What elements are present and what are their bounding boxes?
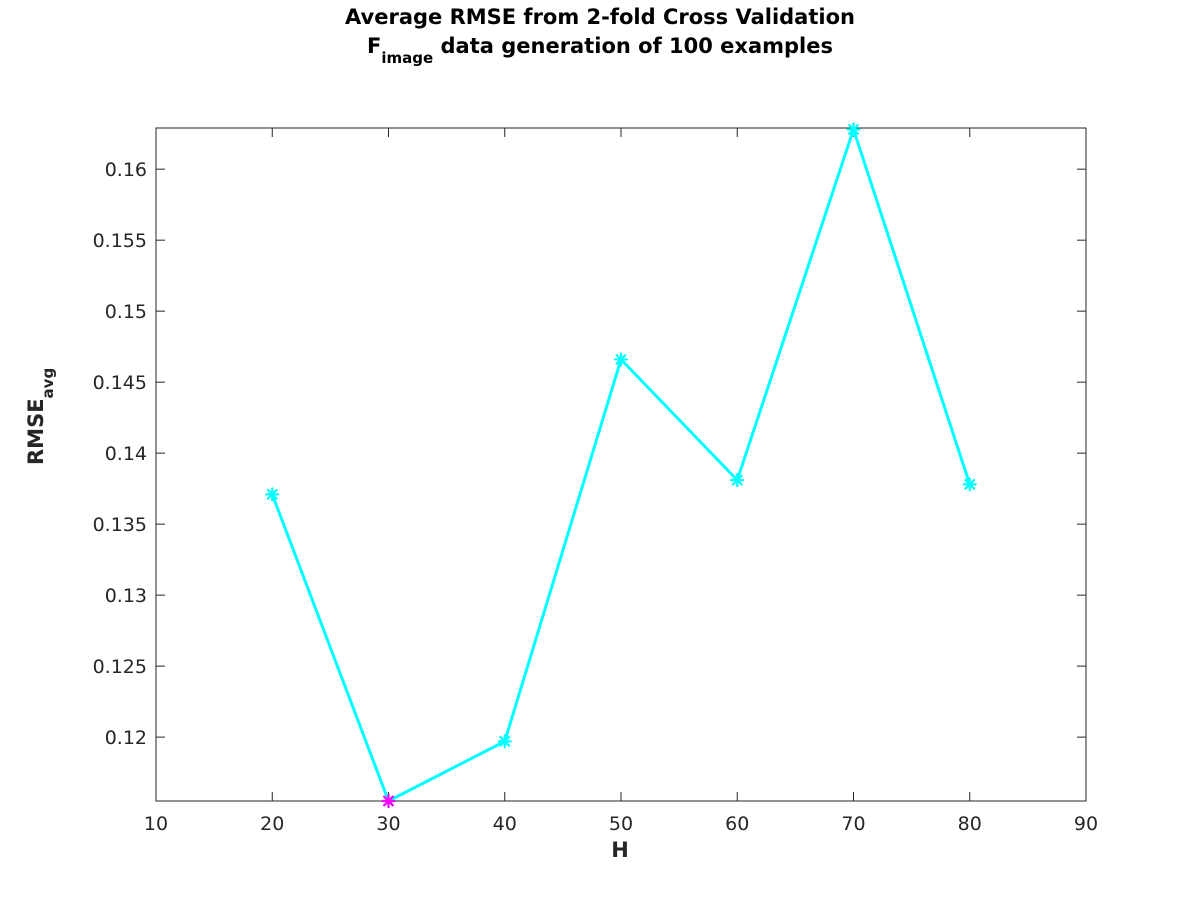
y-tick-label: 0.125 <box>93 656 147 678</box>
data-point <box>962 477 977 492</box>
y-tick-label: 0.145 <box>93 372 147 394</box>
data-point <box>497 734 512 749</box>
y-tick-label: 0.12 <box>105 727 147 749</box>
chart-title-line-1: Average RMSE from 2-fold Cross Validatio… <box>345 5 855 29</box>
y-tick-label: 0.14 <box>105 443 147 465</box>
highlight-point <box>381 793 396 809</box>
y-axis-label-main: RMSE <box>24 398 48 465</box>
x-tick-label: 90 <box>1074 813 1098 835</box>
axes-background <box>156 128 1086 801</box>
y-tick-label: 0.155 <box>93 230 147 252</box>
chart-title-rest: data generation of 100 examples <box>433 34 833 58</box>
y-tick-label: 0.15 <box>105 301 147 323</box>
data-point <box>613 352 629 367</box>
marker-layer <box>265 122 977 809</box>
data-point <box>265 487 280 502</box>
x-axis-label: H <box>611 838 629 862</box>
axes <box>155 127 1087 802</box>
x-tick-label: 80 <box>958 813 982 835</box>
x-tick-label: 40 <box>493 813 517 835</box>
x-tick-label: 60 <box>725 813 749 835</box>
y-tick-label: 0.16 <box>105 159 147 181</box>
chart-title-line-2: Fimage data generation of 100 examples <box>0 34 1200 67</box>
y-tick-label: 0.135 <box>93 514 147 536</box>
y-axis-label-subscript: avg <box>39 367 57 399</box>
x-tick-label: 10 <box>144 813 168 835</box>
x-tick-label: 30 <box>376 813 400 835</box>
data-point <box>846 122 861 137</box>
data-point <box>730 473 745 488</box>
y-tick-label: 0.13 <box>105 585 147 607</box>
chart-title-symbol: F <box>367 34 382 58</box>
x-tick-label: 20 <box>260 813 284 835</box>
chart-title-subscript: image <box>381 49 434 67</box>
x-tick-label: 70 <box>841 813 865 835</box>
ticks: 10 20 30 40 50 60 70 80 90 0.12 0.125 0.13 0.135 0.14… <box>93 128 1098 835</box>
x-tick-label: 50 <box>609 813 633 835</box>
y-axis-label: RMSEavg <box>24 368 57 465</box>
